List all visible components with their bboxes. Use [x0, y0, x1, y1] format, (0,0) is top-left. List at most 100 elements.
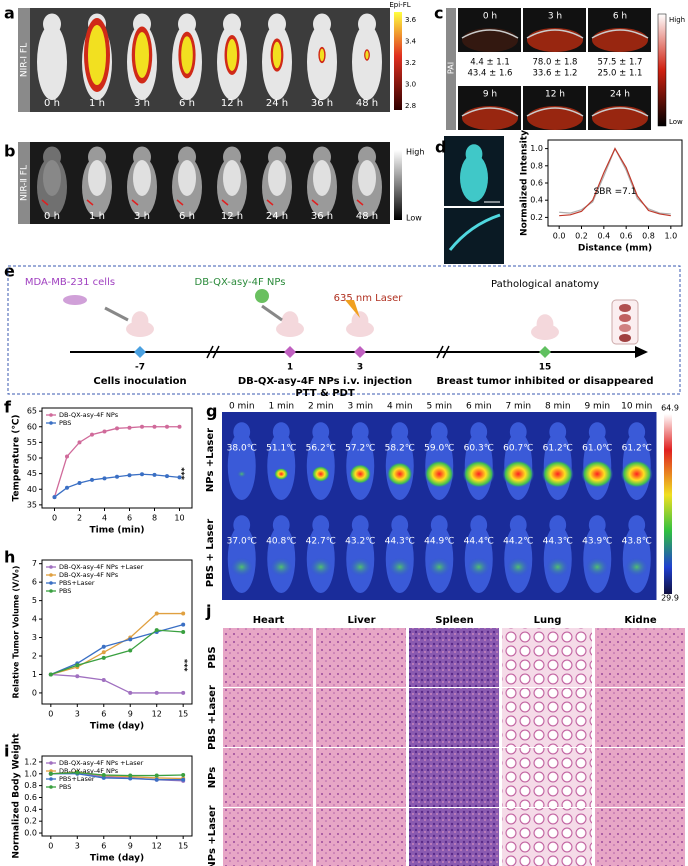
data-point [128, 776, 133, 781]
x-tick-label: 0.8 [642, 232, 655, 241]
data-point [75, 674, 80, 679]
axis-break [436, 345, 444, 359]
pai-value: 78.0 ± 1.8 [533, 58, 578, 68]
organ [619, 314, 631, 322]
legend-marker [49, 573, 53, 577]
y-tick-label: 4 [32, 615, 37, 624]
heat-spot [545, 557, 570, 577]
step-label: Breast tumor inhibited or disappeared [436, 376, 653, 387]
temperature-label: 44.3℃ [385, 537, 415, 547]
y-tick-label: 55 [27, 438, 37, 447]
heat-spot [229, 557, 254, 577]
data-point [101, 655, 106, 660]
day-label: 15 [539, 363, 552, 373]
histology-image [409, 748, 499, 807]
time-label: 9 h [483, 90, 497, 100]
temperature-label: 56.2℃ [306, 444, 336, 454]
heat-spot [427, 557, 452, 577]
data-point [128, 690, 133, 695]
colorbar-title: Epi-FL [389, 1, 410, 9]
x-tick-label: 9 [128, 842, 133, 851]
x-tick-label: 1.0 [664, 232, 677, 241]
series-line [559, 147, 671, 215]
histology-image [316, 688, 406, 747]
y-tick-label: 0.2 [24, 817, 37, 826]
data-point [127, 473, 132, 478]
temperature-label: 38.0℃ [227, 444, 257, 454]
heat-spot [506, 557, 531, 577]
organ [619, 324, 631, 332]
mouse-head [351, 515, 369, 535]
legend-marker [49, 589, 53, 593]
time-label: 0 h [483, 12, 497, 22]
data-point [165, 474, 169, 479]
laser-beam [345, 300, 360, 318]
legend-label: DB-QX-asy-4F NPs +Laser [59, 563, 144, 571]
row-label: NIR-Ⅰ FL [20, 43, 30, 77]
histology-image [595, 808, 685, 866]
x-tick-label: 6 [101, 842, 106, 851]
dish [63, 295, 87, 305]
row-label: PBS +Laser [207, 685, 218, 750]
data-point [75, 663, 80, 668]
data-point [101, 772, 106, 777]
fluorescence [133, 160, 151, 196]
mouse-head [312, 515, 330, 535]
legend-label: PBS+Laser [59, 579, 95, 587]
colorbar-high: High [406, 148, 424, 157]
y-tick-label: 2 [32, 652, 37, 661]
panel-label: c [434, 4, 443, 23]
mouse-head [233, 422, 251, 442]
time-label: 36 h [311, 98, 333, 109]
organ [619, 304, 631, 312]
panel-label: j [205, 602, 211, 621]
y-tick-label: 0.8 [24, 781, 37, 790]
row-label: NPs +Laser [205, 428, 216, 492]
image-strip [446, 8, 456, 130]
fluorescence [178, 160, 196, 196]
annotation: *** [183, 658, 192, 671]
data-point [154, 628, 159, 633]
data-point [154, 773, 159, 778]
mouse-body [460, 154, 488, 202]
mouse-body [352, 24, 382, 100]
image-strip [18, 8, 30, 112]
fluorescence [135, 32, 149, 78]
fluorescence [272, 41, 282, 69]
y-tick-label: 0.6 [24, 793, 37, 802]
y-axis-label: Temperature (℃) [12, 415, 22, 502]
fluorescence [223, 160, 241, 196]
temperature-label: 43.2℃ [345, 537, 375, 547]
fluorescence [365, 50, 369, 60]
fluorescence [319, 48, 325, 62]
mouse-head [430, 422, 448, 442]
heat-spot [541, 460, 574, 488]
mouse-head [43, 146, 61, 168]
mouse-head [509, 515, 527, 535]
x-tick-label: 12 [152, 842, 162, 851]
temperature-label: 42.7℃ [306, 537, 336, 547]
y-tick-label: 65 [27, 407, 37, 416]
histology-image [409, 688, 499, 747]
temperature-label: 44.9℃ [424, 537, 454, 547]
pai-signal [462, 28, 518, 52]
x-axis-label: Time (min) [90, 526, 145, 536]
x-axis-label: Time (day) [90, 722, 144, 732]
legend-marker [49, 785, 53, 789]
time-label: 8 min [545, 402, 571, 412]
mouse-body [227, 432, 256, 500]
axis-break [206, 345, 214, 359]
y-tick-label: 0.6 [530, 179, 543, 188]
data-point [102, 476, 107, 481]
time-label: 1 h [89, 211, 105, 222]
data-point [181, 630, 186, 634]
heat-spot [274, 468, 289, 480]
skin-line [591, 107, 649, 117]
temperature-label: 44.4℃ [464, 537, 494, 547]
data-point [128, 648, 133, 653]
time-label: 36 h [311, 211, 333, 222]
histology-image [502, 688, 592, 747]
skin-line [526, 107, 584, 117]
row-label: PAI [447, 62, 456, 74]
